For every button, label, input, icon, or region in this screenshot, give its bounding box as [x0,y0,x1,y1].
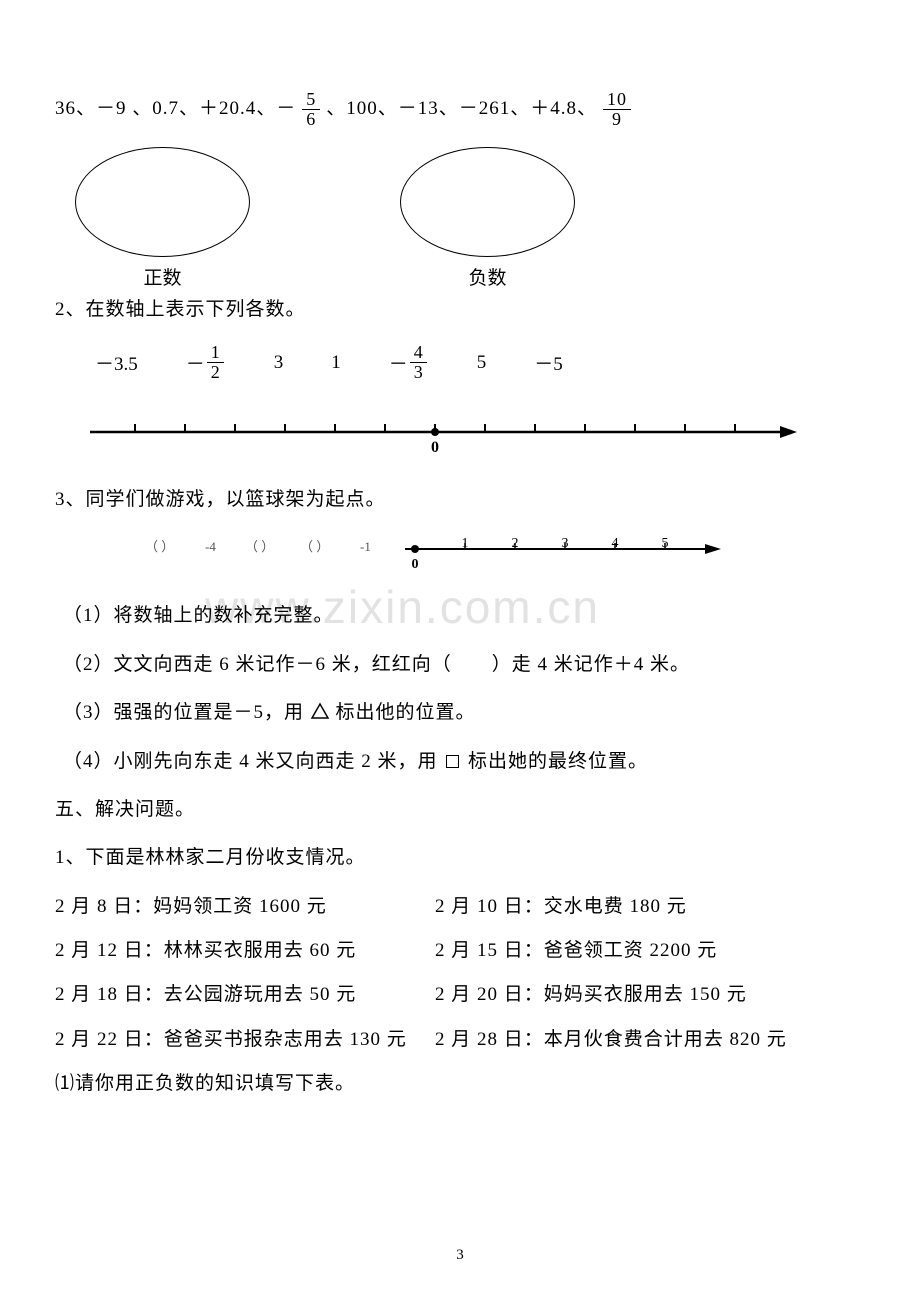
svg-text:5: 5 [662,536,669,551]
q1-frac-5-6: 5 6 [302,90,320,129]
q3-sub3: （3）强强的位置是－5，用 标出他的位置。 [55,698,865,728]
q3-sub1: （1）将数轴上的数补充完整。 [55,601,865,631]
q2-n6: 5 [477,352,487,374]
q2-n5: － 4 3 [389,343,429,382]
sec5-row1: 2 月 8 日：妈妈领工资 1600 元 2 月 10 日：交水电费 180 元 [55,892,865,922]
svg-text:（ ）: （ ） [145,539,174,554]
positive-oval-block: 正数 [75,147,250,290]
q3-sub4: （4）小刚先向东走 4 米又向西走 2 米，用 标出她的最终位置。 [55,747,865,777]
sec5-row3: 2 月 18 日：去公园游玩用去 50 元 2 月 20 日：妈妈买衣服用去 1… [55,980,865,1010]
svg-text:（ ）: （ ） [245,539,274,554]
axis-zero: 0 [431,439,439,456]
svg-text:0: 0 [412,557,419,572]
negative-oval-block: 负数 [400,147,575,290]
sec5-heading: 五、解决问题。 [55,795,865,825]
q2-number-list: －3.5 － 1 2 3 1 － 4 3 5 －5 [95,343,865,382]
q2-n3: 3 [274,352,284,374]
triangle-icon [310,702,330,720]
sec5-row4: 2 月 22 日：爸爸买书报杂志用去 130 元 2 月 28 日：本月伙食费合… [55,1025,865,1055]
q3-numberline-svg: （ ） -4 （ ） （ ） -1 0 1 2 3 4 [125,533,745,578]
sec5-p2: ⑴请你用正负数的知识填写下表。 [55,1069,865,1099]
svg-text:-4: -4 [205,539,216,554]
positive-label: 正数 [143,263,181,290]
classification-ovals: 正数 负数 [75,147,865,290]
svg-text:-1: -1 [360,539,371,554]
svg-text:2: 2 [512,536,519,551]
document-body: 36、－9 、0.7、＋20.4、－ 5 6 、100、－13、－261、＋4.… [55,90,865,1100]
negative-label: 负数 [468,263,506,290]
q3-numberline: （ ） -4 （ ） （ ） -1 0 1 2 3 4 [125,533,865,583]
page-number: 3 [0,1247,920,1264]
q1-text-b: 、100、－13、－261、＋4.8、 [326,94,597,124]
sec5-row2: 2 月 12 日：林林买衣服用去 60 元 2 月 15 日：爸爸领工资 220… [55,936,865,966]
q2-n7: －5 [534,349,563,376]
q2-n1: －3.5 [95,349,138,376]
q1-frac-10-9: 10 9 [603,90,631,129]
positive-oval [75,147,250,257]
q2-n4: 1 [331,352,341,374]
q2-n2: － 1 2 [186,343,226,382]
square-icon [446,755,459,768]
numberline-svg: 0 [85,412,805,462]
q3-sub2: （2）文文向西走 6 米记作－6 米，红红向（ ）走 4 米记作＋4 米。 [55,650,865,680]
q1-numbers: 36、－9 、0.7、＋20.4、－ 5 6 、100、－13、－261、＋4.… [55,90,865,129]
sec5-p1: 1、下面是林林家二月份收支情况。 [55,843,865,873]
q1-text-a: 36、－9 、0.7、＋20.4、－ [55,94,296,124]
q2-numberline: 0 [85,412,865,467]
svg-text:3: 3 [562,536,569,551]
svg-text:1: 1 [462,536,469,551]
q2-title: 2、在数轴上表示下列各数。 [55,295,865,325]
svg-text:（ ）: （ ） [300,539,329,554]
q3-title: 3、同学们做游戏，以篮球架为起点。 [55,485,865,515]
svg-text:4: 4 [612,536,619,551]
negative-oval [400,147,575,257]
